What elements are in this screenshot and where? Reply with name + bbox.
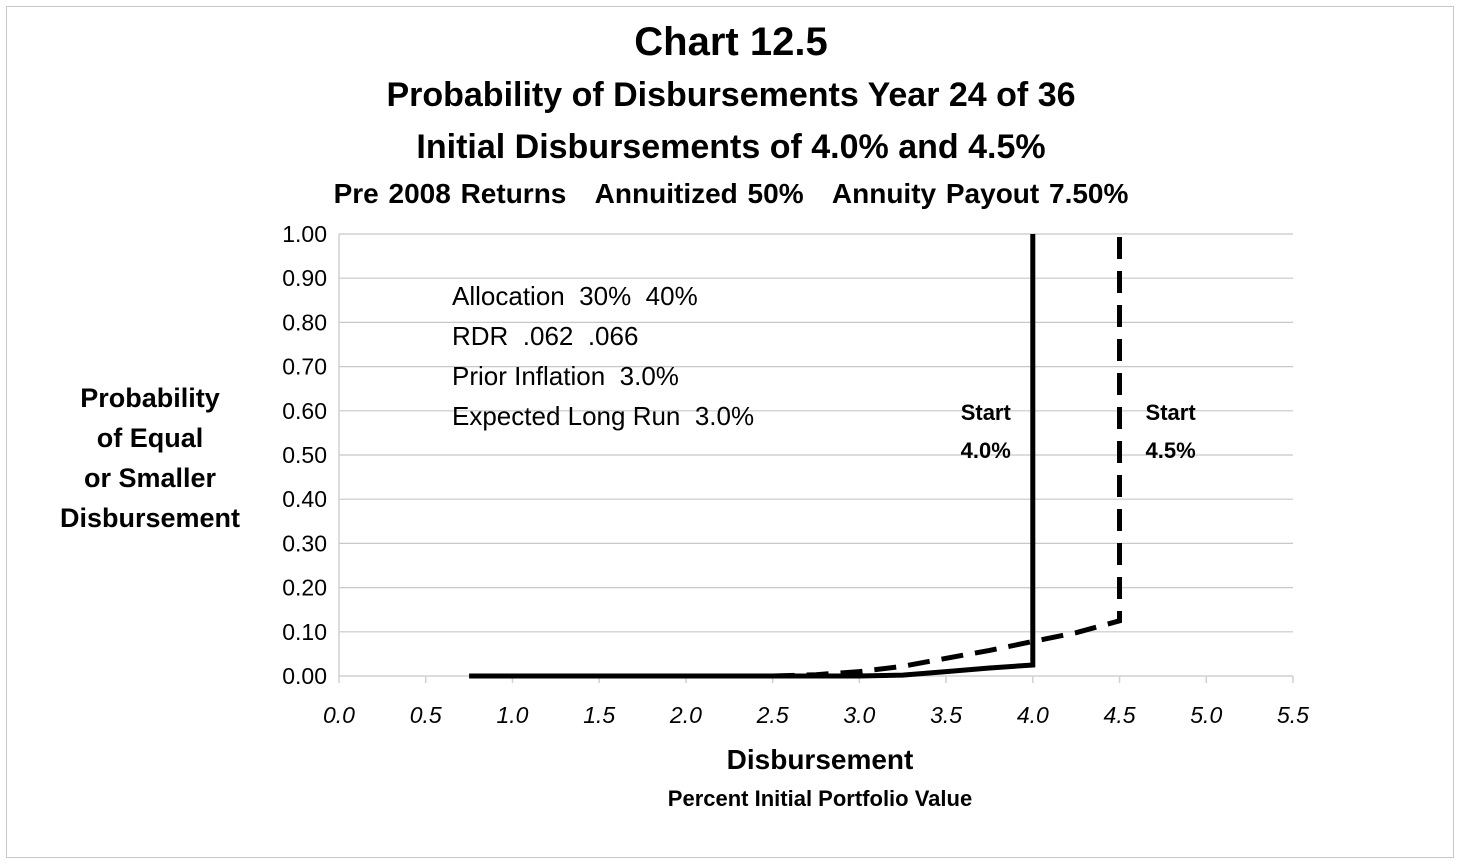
chart-subtitle: Probability of Disbursements Year 24 of … <box>386 76 1076 114</box>
start-marker-label: 4.5% <box>1146 438 1196 463</box>
x-tick-label: 1.5 <box>583 702 615 728</box>
x-tick-label: 2.0 <box>669 702 702 728</box>
x-tick-label: 0.5 <box>410 702 442 728</box>
y-tick-label: 0.60 <box>282 398 327 424</box>
x-tick-label: 3.0 <box>843 702 875 728</box>
chart-frame <box>6 6 1454 858</box>
x-tick-label: 4.0 <box>1017 702 1049 728</box>
x-tick-label: 1.0 <box>496 702 528 728</box>
y-tick-label: 1.00 <box>282 221 327 247</box>
y-tick-label: 0.40 <box>282 486 327 512</box>
x-tick-label: 5.0 <box>1190 702 1222 728</box>
annotation-line: RDR .062 .066 <box>452 321 638 351</box>
x-tick-label: 4.5 <box>1104 702 1136 728</box>
y-axis-label: Probability of Equal or Smaller Disburse… <box>40 378 260 538</box>
x-tick-label: 0.0 <box>323 702 355 728</box>
chart-subtitle-2: Initial Disbursements of 4.0% and 4.5% <box>416 128 1046 166</box>
y-tick-label: 0.90 <box>282 265 327 291</box>
y-tick-label: 0.00 <box>282 663 327 689</box>
y-axis-label-line: or Smaller <box>83 463 217 493</box>
start-marker-label: 4.0% <box>961 438 1011 463</box>
x-tick-label: 5.5 <box>1277 702 1309 728</box>
annotation-line: Allocation 30% 40% <box>452 281 698 311</box>
chart-title: Chart 12.5 <box>634 20 828 64</box>
y-tick-label: 0.70 <box>282 354 327 380</box>
x-tick-label: 3.5 <box>930 702 962 728</box>
start-marker-label: Start <box>961 400 1012 425</box>
chart-subtitle-3: Pre 2008 Returns Annuitized 50% Annuity … <box>333 178 1129 209</box>
annotation-line: Expected Long Run 3.0% <box>452 401 754 431</box>
y-tick-label: 0.10 <box>282 619 327 645</box>
start-marker-label: Start <box>1146 400 1197 425</box>
y-tick-label: 0.30 <box>282 530 327 556</box>
y-axis-label-line: of Equal <box>96 423 204 453</box>
y-axis-label-line: Probability <box>80 383 220 413</box>
x-axis-label: Disbursement <box>726 744 914 775</box>
y-tick-label: 0.20 <box>282 575 327 601</box>
y-tick-label: 0.80 <box>282 309 327 335</box>
annotation-line: Prior Inflation 3.0% <box>452 361 679 391</box>
x-axis-sublabel: Percent Initial Portfolio Value <box>667 786 973 811</box>
y-tick-label: 0.50 <box>282 442 327 468</box>
y-axis-label-line: Disbursement <box>59 503 241 533</box>
x-tick-label: 2.5 <box>756 702 789 728</box>
series-line-solid <box>469 234 1036 679</box>
